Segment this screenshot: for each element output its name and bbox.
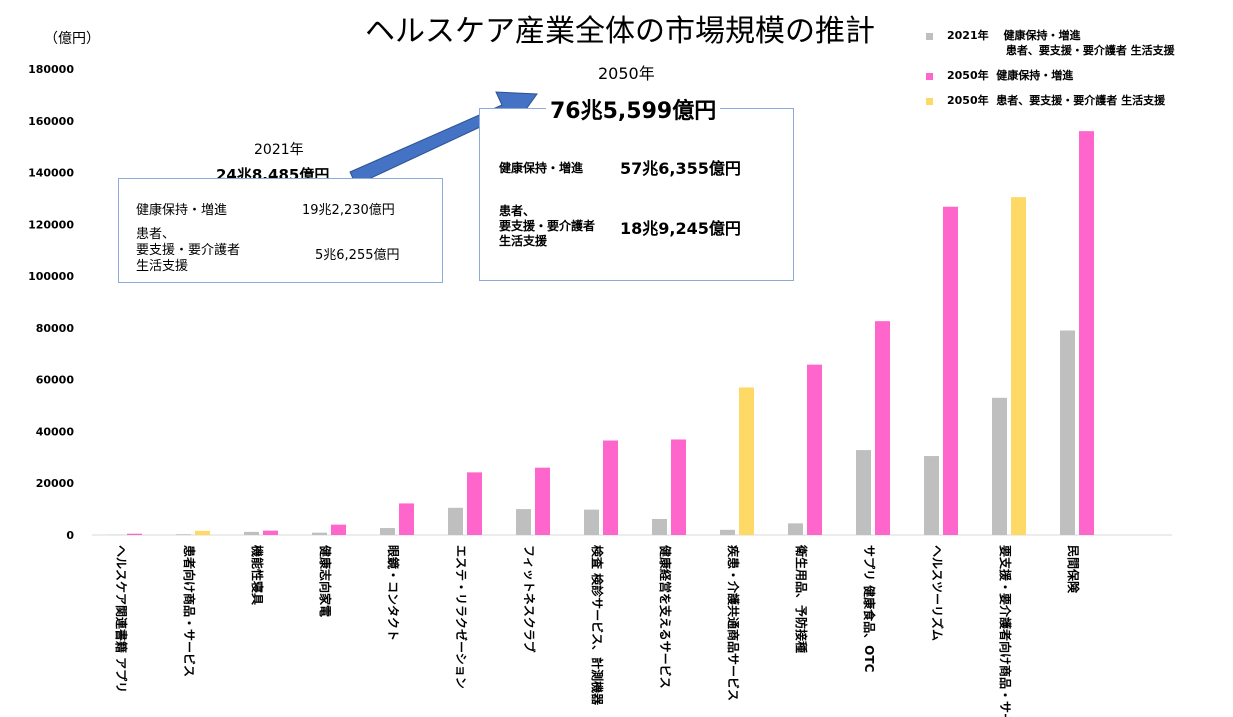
y-tick-label: 40000 bbox=[36, 425, 75, 438]
x-tick-label: 眼鏡・コンタクト bbox=[386, 545, 401, 641]
bar-2050 bbox=[1011, 197, 1026, 535]
bar-2021 bbox=[992, 397, 1007, 535]
y-tick-label: 20000 bbox=[36, 477, 75, 490]
box2050-row2-value: 18兆9,245億円 bbox=[620, 219, 741, 238]
bar-2021 bbox=[788, 523, 803, 535]
bar-2021 bbox=[584, 509, 599, 535]
bar-2021 bbox=[720, 529, 735, 535]
x-tick-label: 機能性寝具 bbox=[250, 545, 265, 605]
bar-2050 bbox=[331, 524, 346, 535]
x-tick-label: 民間保険 bbox=[1066, 545, 1081, 594]
x-tick-label: 衛生用品、予防接種 bbox=[794, 544, 809, 653]
legend-item-2021: 2021年 健康保持・増進 患者、要支援・要介護者 生活支援 bbox=[926, 28, 1175, 58]
bar-2050 bbox=[467, 472, 482, 535]
box2050-year: 2050年 bbox=[598, 64, 655, 83]
x-tick-label: サプリ 健康食品、OTC bbox=[862, 545, 877, 673]
box2050-row1-label: 健康保持・増進 bbox=[499, 161, 584, 175]
bar-2050 bbox=[1079, 131, 1094, 535]
bar-2050 bbox=[535, 467, 550, 535]
box2021-row1-label: 健康保持・増進 bbox=[136, 203, 228, 218]
x-axis-labels: ヘルスケア関連書籍 アプリ 患者向け商品・サービス 機能性寝具 健康志向家電 眼鏡・コン… bbox=[114, 544, 1081, 717]
bar-2050 bbox=[603, 440, 618, 535]
x-tick-label: 健康志向家電 bbox=[318, 545, 333, 617]
legend-swatch bbox=[926, 98, 933, 105]
x-tick-label: フィットネスクラブ bbox=[522, 545, 537, 653]
x-tick-label: 検査 検診サービス、計測機器 bbox=[590, 545, 605, 706]
chart-title: ヘルスケア産業全体の市場規模の推計 bbox=[365, 14, 875, 49]
bars bbox=[108, 131, 1094, 535]
x-tick-label: 患者向け商品・サービス bbox=[182, 545, 197, 677]
x-tick-label: ヘルスツーリズム bbox=[930, 545, 945, 641]
bar-2050 bbox=[263, 530, 278, 535]
bar-2050 bbox=[127, 533, 142, 535]
bar-2021 bbox=[516, 509, 531, 535]
y-tick-label: 140000 bbox=[28, 167, 74, 180]
box2021-row2-value: 5兆6,255億円 bbox=[315, 248, 400, 263]
y-tick-label: 100000 bbox=[28, 270, 74, 283]
bar-2021 bbox=[1060, 330, 1075, 535]
legend-swatch bbox=[926, 73, 933, 80]
x-tick-label: ヘルスケア関連書籍 アプリ bbox=[114, 545, 129, 693]
legend-label: 2050年 患者、要支援・要介護者 生活支援 bbox=[947, 94, 1166, 107]
bar-2021 bbox=[380, 528, 395, 535]
box2021-row2-label: 患者、 要支援・要介護者 生活支援 bbox=[136, 227, 241, 274]
x-tick-label: 健康経営を支えるサービス bbox=[658, 545, 673, 689]
y-tick-label: 180000 bbox=[28, 63, 74, 76]
bar-2021 bbox=[176, 534, 191, 535]
bar-2050 bbox=[739, 387, 754, 535]
bar-2021 bbox=[448, 507, 463, 535]
bar-2050 bbox=[943, 206, 958, 535]
bar-2021 bbox=[924, 456, 939, 535]
box2050-row2-label: 患者、 要支援・要介護者 生活支援 bbox=[499, 204, 596, 248]
bar-2050 bbox=[671, 439, 686, 535]
x-tick-label: 要支援・要介護者向け商品・サービス bbox=[998, 545, 1013, 717]
x-tick-label: エステ・リラクゼーション bbox=[454, 545, 469, 689]
bar-2021 bbox=[312, 532, 327, 535]
bar-2050 bbox=[195, 530, 210, 535]
box2050-total: 76兆5,599億円 bbox=[546, 93, 721, 125]
bar-2021 bbox=[856, 450, 871, 535]
legend-swatch bbox=[926, 33, 933, 40]
y-tick-label: 160000 bbox=[28, 115, 74, 128]
bar-2050 bbox=[807, 364, 822, 535]
legend: 2021年 健康保持・増進 患者、要支援・要介護者 生活支援 2050年 健康保… bbox=[926, 28, 1175, 118]
bar-2050 bbox=[875, 321, 890, 535]
y-axis-unit-label: （億円） bbox=[44, 31, 100, 47]
y-tick-label: 80000 bbox=[36, 322, 75, 335]
box2021-year: 2021年 bbox=[254, 142, 304, 158]
bar-2050 bbox=[399, 503, 414, 535]
x-tick-label: 疾患・介護共通商品サービス bbox=[726, 545, 741, 701]
y-tick-label: 60000 bbox=[36, 374, 75, 387]
bar-2021 bbox=[244, 531, 259, 535]
legend-label: 2050年 健康保持・増進 bbox=[947, 69, 1074, 82]
legend-label: 2021年 健康保持・増進 患者、要支援・要介護者 生活支援 bbox=[947, 29, 1175, 57]
y-tick-label: 120000 bbox=[28, 218, 74, 231]
legend-item-2050-health: 2050年 健康保持・増進 bbox=[926, 68, 1175, 83]
box2050-row1-value: 57兆6,355億円 bbox=[620, 159, 741, 178]
box2021-row1-value: 19兆2,230億円 bbox=[302, 203, 395, 218]
legend-item-2050-support: 2050年 患者、要支援・要介護者 生活支援 bbox=[926, 93, 1175, 108]
bar-2021 bbox=[652, 518, 667, 535]
y-tick-label: 0 bbox=[66, 529, 74, 542]
box2021: 健康保持・増進 19兆2,230億円 患者、 要支援・要介護者 生活支援 5兆6… bbox=[118, 178, 443, 283]
box2050: 健康保持・増進 57兆6,355億円 患者、 要支援・要介護者 生活支援 18兆… bbox=[479, 108, 794, 281]
